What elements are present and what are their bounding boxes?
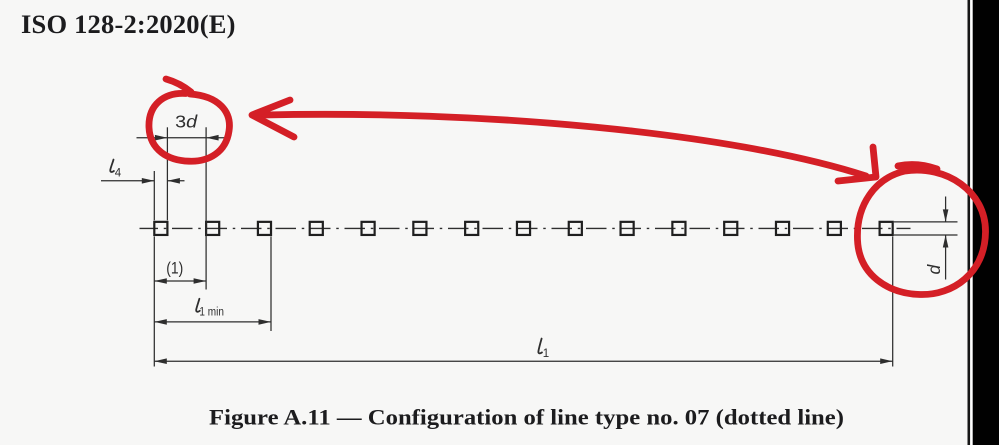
svg-text:d: d [924,264,944,275]
svg-text:Figure A.11 — Configuration of: Figure A.11 — Configuration of line type… [209,405,844,430]
svg-text:4: 4 [115,167,122,179]
svg-text:1: 1 [543,348,549,360]
svg-text:1 min: 1 min [199,306,224,318]
svg-text:ISO 128-2:2020(E): ISO 128-2:2020(E) [21,9,236,39]
svg-text:(1): (1) [166,260,183,278]
svg-text:3d: 3d [175,112,199,132]
